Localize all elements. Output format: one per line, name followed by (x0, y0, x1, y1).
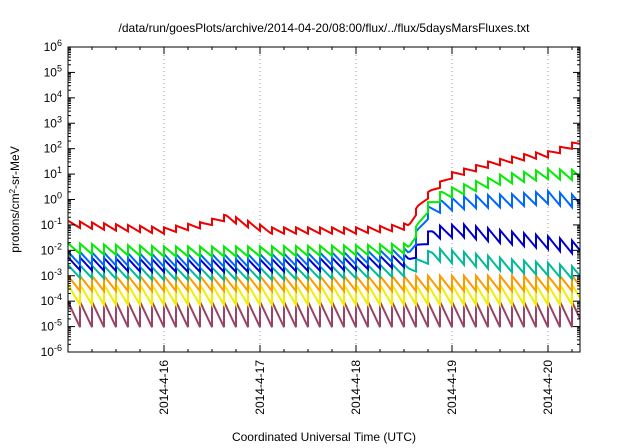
chart-title: /data/run/goesPlots/archive/2014-04-20/0… (119, 21, 531, 35)
y-tick-label: 100 (44, 191, 62, 207)
y-tick-label: 10-5 (41, 318, 62, 334)
flux-series-line (67, 141, 581, 236)
flux-series-line (67, 188, 581, 270)
y-tick-label: 103 (44, 114, 62, 130)
y-tick-label: 10-6 (41, 343, 62, 359)
y-tick-label: 101 (44, 165, 62, 181)
y-tick-label: 102 (44, 140, 62, 156)
y-tick-label: 106 (44, 38, 62, 54)
x-tick-label: 2014-4-18 (349, 360, 363, 415)
y-axis-label: protons/cm2-sr-MeV (8, 146, 23, 252)
x-tick-label: 2014-4-20 (541, 360, 555, 415)
flux-series-line (67, 246, 581, 283)
y-axis-ticks: 10-6 10-5 10-4 10-3 10-2 10-1 100 101 102 103 104 1… (41, 38, 580, 359)
y-tick-label: 10-4 (41, 292, 62, 308)
x-axis-label: Coordinated Universal Time (UTC) (232, 430, 416, 444)
y-tick-label: 10-3 (41, 267, 62, 283)
y-tick-label: 104 (44, 89, 62, 105)
x-axis-ticks: 2014-4-16 2014-4-17 2014-4-18 2014-4-19 2014… (67, 47, 573, 415)
y-tick-label: 105 (44, 63, 62, 79)
series-layer (67, 141, 581, 328)
x-tick-label: 2014-4-16 (157, 360, 171, 415)
flux-series-line (67, 221, 581, 275)
flux-series-line (67, 280, 581, 309)
x-tick-label: 2014-4-17 (253, 360, 267, 415)
flux-series-line (67, 166, 581, 259)
y-tick-label: 10-1 (41, 216, 62, 232)
x-tick-label: 2014-4-19 (445, 360, 459, 415)
y-tick-label: 10-2 (41, 241, 62, 257)
flux-series-line (67, 301, 581, 328)
flux-series-line (67, 272, 581, 294)
